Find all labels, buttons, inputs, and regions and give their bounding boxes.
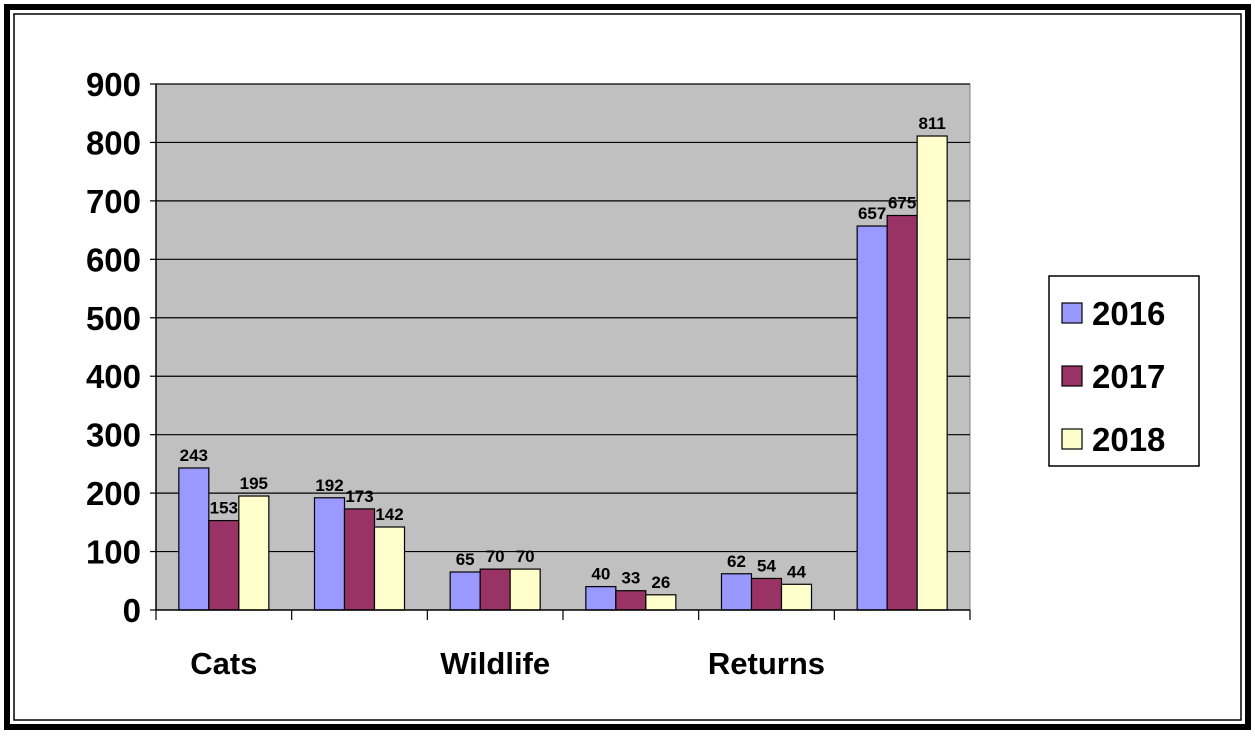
bar-data-label: 65 (456, 550, 475, 569)
x-category-label: Wildlife (440, 646, 550, 681)
y-tick-label: 600 (86, 241, 141, 278)
y-tick-label: 200 (86, 475, 141, 512)
bar-data-label: 33 (621, 569, 640, 588)
bar (645, 594, 677, 611)
y-tick-label: 800 (86, 124, 141, 161)
bar-data-label: 192 (315, 476, 343, 495)
plot-area (155, 83, 971, 611)
bar (615, 590, 647, 611)
grid-lines (156, 83, 970, 553)
y-tick-label: 0 (123, 592, 141, 629)
bar-data-label: 195 (240, 474, 268, 493)
bars (178, 135, 948, 611)
legend-swatch (1061, 302, 1083, 324)
y-tick-label: 300 (86, 417, 141, 454)
x-axis: Cats Wildlife Returns (155, 609, 971, 681)
x-category-label: Returns (708, 646, 825, 681)
bar (720, 573, 753, 611)
bar-data-label: 54 (757, 556, 776, 575)
bar (750, 577, 783, 611)
y-axis: 0 100 200 300 400 500 600 700 800 900 (86, 66, 157, 629)
y-tick-label: 700 (86, 183, 141, 220)
bar-data-label: 70 (516, 547, 535, 566)
bar-data-label: 40 (591, 565, 610, 584)
bar-data-label: 657 (858, 204, 886, 223)
bar (373, 526, 406, 611)
bar-data-label: 173 (345, 487, 373, 506)
legend-swatch (1061, 365, 1083, 387)
x-category-label: Cats (190, 646, 257, 681)
bar-data-label: 243 (180, 446, 208, 465)
bar-data-label: 70 (486, 547, 505, 566)
y-tick-label: 500 (86, 300, 141, 337)
bar-data-label: 26 (651, 573, 670, 592)
bar (313, 497, 346, 611)
bar-data-label: 675 (888, 194, 916, 213)
bar (449, 571, 481, 611)
bar-data-label: 62 (727, 552, 746, 571)
y-tick-label: 900 (86, 66, 141, 103)
bar (886, 214, 918, 611)
bar (856, 225, 888, 611)
legend-label: 2016 (1092, 295, 1165, 332)
bar (585, 586, 617, 611)
bar-data-label: 811 (918, 114, 945, 133)
bar-data-label: 153 (210, 499, 238, 518)
inner-frame (13, 13, 1242, 721)
legend-swatch (1061, 428, 1083, 450)
bar (178, 467, 210, 611)
y-tick-label: 400 (86, 358, 141, 395)
legend: 2016 2017 2018 (1048, 275, 1200, 467)
bar-data-label: 44 (787, 562, 806, 581)
bar (780, 583, 813, 611)
bar (238, 495, 270, 611)
bar (479, 568, 511, 611)
data-labels: 243 192 65 40 62 657 153 173 70 33 54 675 195 142 70 26… (180, 114, 946, 592)
bar (916, 135, 948, 611)
legend-label: 2017 (1092, 358, 1165, 395)
bar (208, 519, 240, 611)
bar (509, 568, 541, 611)
legend-label: 2018 (1092, 421, 1165, 458)
bar (343, 508, 376, 611)
bar-data-label: 142 (375, 505, 403, 524)
y-tick-label: 100 (86, 534, 141, 571)
